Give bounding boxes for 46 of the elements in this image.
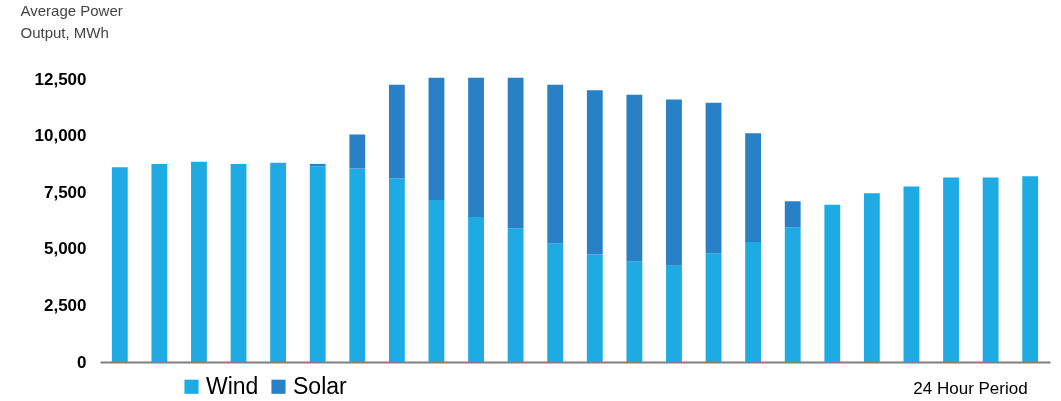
bar (388, 178, 405, 362)
bar (705, 102, 722, 254)
bar (705, 253, 722, 362)
bar (309, 166, 326, 362)
bar (468, 77, 484, 218)
bar (191, 161, 207, 362)
bar (784, 201, 801, 228)
bar (507, 77, 524, 229)
bar (547, 243, 564, 362)
bar (428, 77, 445, 201)
bar (626, 94, 643, 262)
bar (349, 134, 366, 169)
bar (586, 90, 603, 255)
bar (111, 167, 128, 362)
y-tick-label: 5,000 (43, 239, 87, 259)
x-axis-title: 24 Hour Period (913, 378, 1028, 398)
bar (349, 168, 366, 362)
y-tick-label: 7,500 (43, 182, 87, 202)
y-tick-label: 12,500 (34, 69, 87, 89)
bar (507, 228, 524, 362)
bar (745, 242, 762, 362)
legend-label: Solar (293, 372, 348, 399)
bar (626, 261, 643, 362)
bar (1022, 176, 1039, 362)
bar (863, 193, 880, 362)
bar (586, 254, 603, 362)
legend-label: Wind (206, 372, 259, 399)
bar (784, 227, 801, 362)
bar (468, 217, 484, 362)
y-tick-label: 10,000 (34, 126, 87, 146)
bar (151, 163, 168, 362)
y-axis-title: Average Power Output, MWh (20, 1, 123, 41)
y-tick-label: 0 (77, 352, 87, 372)
y-tick-label: 2,500 (43, 295, 87, 315)
bar (903, 186, 920, 362)
bar (943, 177, 959, 362)
bar (428, 200, 445, 362)
bar (666, 99, 682, 266)
bar (547, 84, 564, 244)
bar (388, 84, 405, 179)
bar (270, 162, 287, 362)
bar (666, 265, 682, 362)
bar (982, 177, 999, 362)
bar (824, 204, 841, 362)
bar (745, 133, 762, 243)
bar (230, 163, 247, 362)
